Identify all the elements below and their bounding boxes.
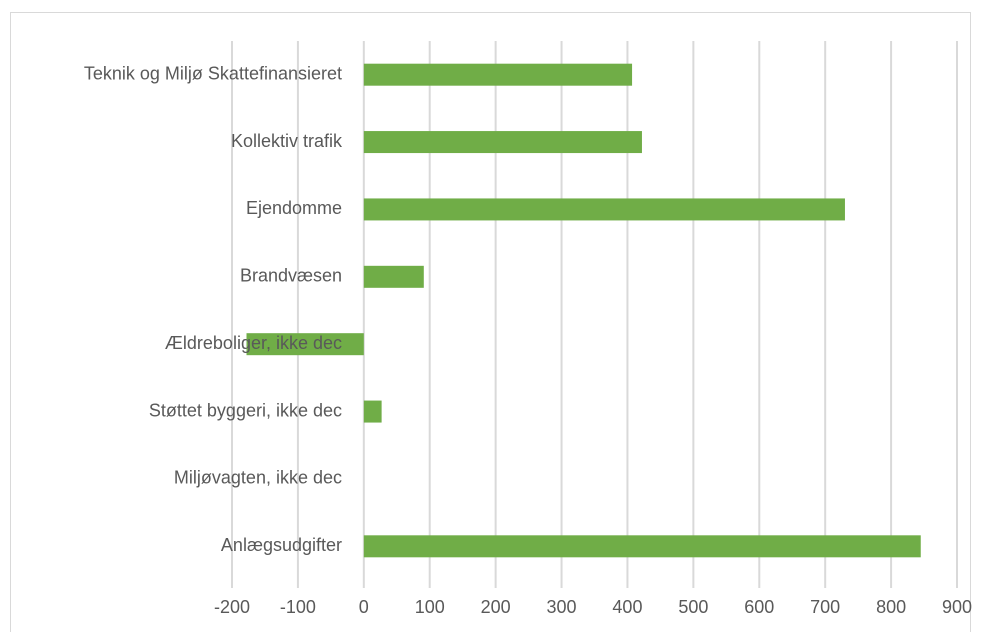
y-tick-label: Støttet byggeri, ikke dec	[149, 400, 342, 420]
bar	[363, 535, 921, 558]
x-tick-label: 0	[359, 597, 369, 617]
x-tick-label: 100	[415, 597, 445, 617]
y-tick-label: Ældreboliger, ikke dec	[165, 333, 342, 353]
x-tick-label: 800	[876, 597, 906, 617]
y-tick-label: Anlægsudgifter	[221, 535, 342, 555]
bar	[363, 400, 382, 423]
bar	[363, 131, 642, 154]
chart-border	[10, 12, 971, 632]
bar	[363, 265, 424, 288]
y-tick-label: Miljøvagten, ikke dec	[174, 468, 342, 488]
x-tick-label: 900	[942, 597, 972, 617]
y-tick-label: Ejendomme	[246, 198, 342, 218]
bar	[363, 198, 845, 221]
y-tick-label: Teknik og Miljø Skattefinansieret	[84, 63, 342, 83]
x-tick-label: 600	[744, 597, 774, 617]
x-tick-label: 200	[481, 597, 511, 617]
x-tick-label: 500	[678, 597, 708, 617]
x-tick-label: 700	[810, 597, 840, 617]
x-tick-label: -100	[280, 597, 316, 617]
y-tick-label: Brandvæsen	[240, 266, 342, 286]
bar	[363, 63, 633, 86]
x-tick-label: 400	[612, 597, 642, 617]
x-tick-label: -200	[214, 597, 250, 617]
x-tick-label: 300	[547, 597, 577, 617]
bar	[246, 333, 364, 356]
y-tick-label: Kollektiv trafik	[231, 131, 343, 151]
